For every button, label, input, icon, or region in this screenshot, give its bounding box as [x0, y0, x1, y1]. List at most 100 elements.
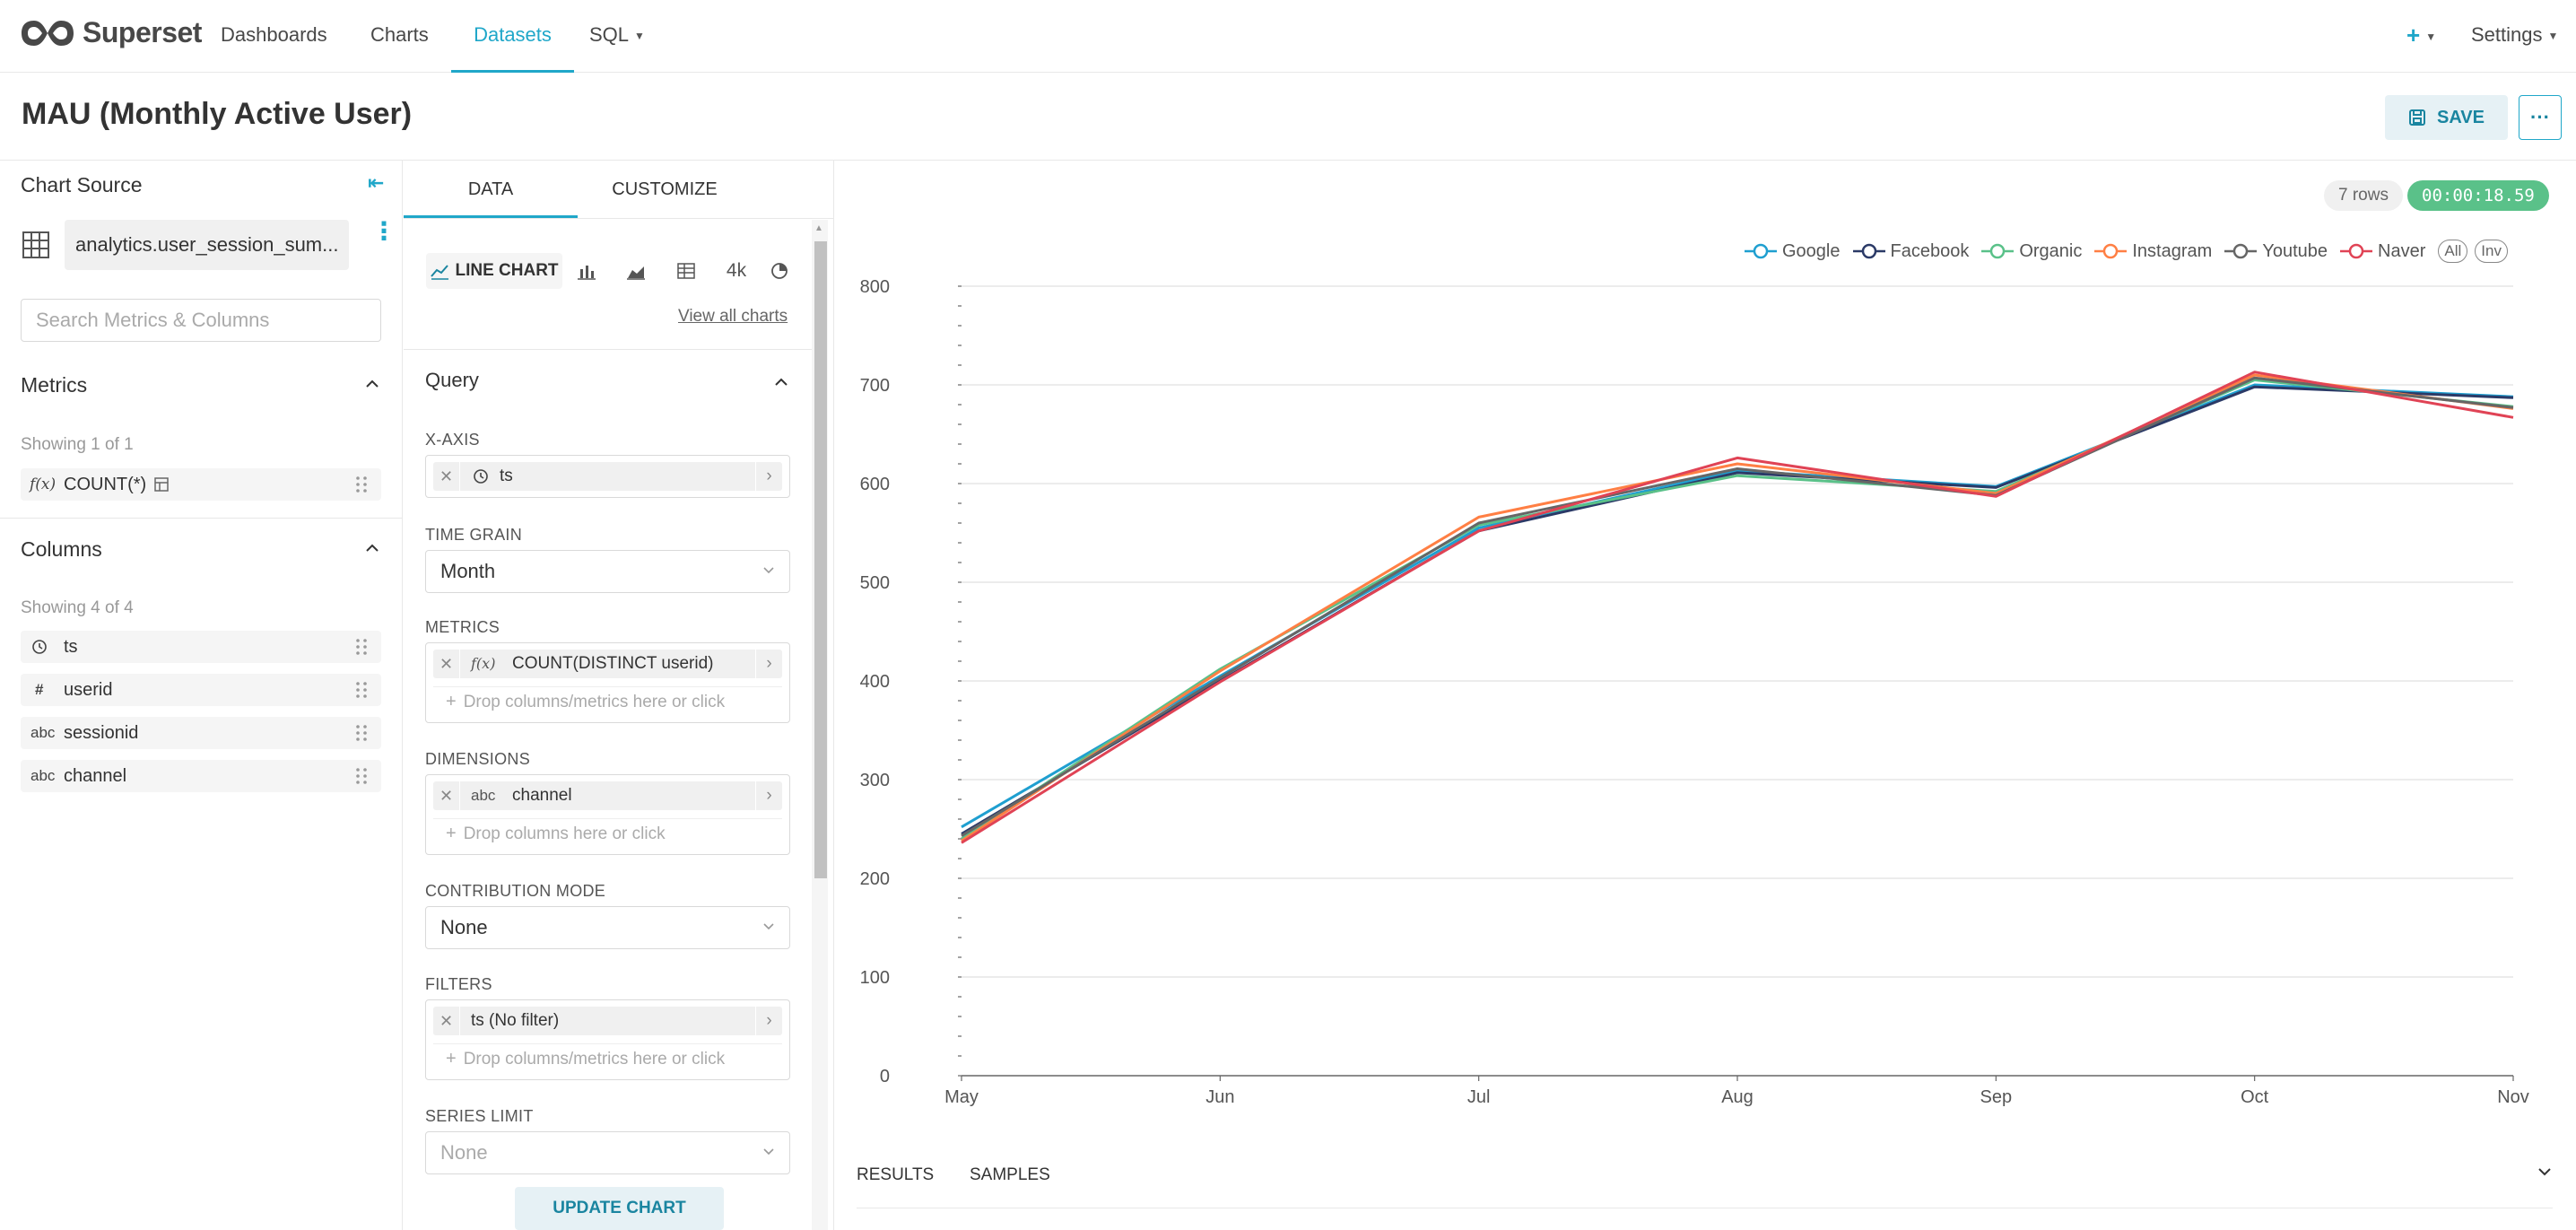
- search-metrics-input[interactable]: [21, 299, 381, 342]
- dataset-menu-icon[interactable]: ⋮: [371, 217, 396, 245]
- nav-charts[interactable]: Charts: [370, 23, 429, 46]
- plus-icon: +: [446, 1049, 457, 1069]
- tab-results[interactable]: RESULTS: [857, 1165, 935, 1184]
- drag-handle-icon[interactable]: [355, 724, 368, 742]
- legend-marker-icon: [2340, 243, 2372, 259]
- columns-count: Showing 4 of 4: [21, 598, 134, 617]
- legend-marker-icon: [2224, 243, 2258, 259]
- chevron-down-icon[interactable]: [2537, 1165, 2553, 1178]
- y-tick-label: 800: [860, 277, 890, 297]
- columns-section-title[interactable]: Columns: [21, 537, 102, 561]
- remove-icon[interactable]: ✕: [433, 462, 460, 491]
- query-section-title[interactable]: Query: [425, 369, 479, 391]
- time-grain-select[interactable]: Month: [425, 550, 790, 593]
- brand-name: Superset: [83, 16, 202, 48]
- chart-source-title: Chart Source: [21, 173, 143, 196]
- row-count-badge: 7 rows: [2324, 180, 2403, 211]
- legend-item-naver[interactable]: Naver: [2340, 241, 2425, 262]
- page-title[interactable]: MAU (Monthly Active User): [22, 97, 413, 131]
- column-item-sessionid[interactable]: abc sessionid: [21, 717, 381, 749]
- viz-big-number[interactable]: 4k: [726, 260, 747, 281]
- legend-item-google[interactable]: Google: [1745, 241, 1841, 262]
- chevron-right-icon[interactable]: ›: [755, 781, 782, 810]
- remove-icon[interactable]: ✕: [433, 650, 460, 678]
- clock-icon: [474, 469, 488, 484]
- viz-pie-chart[interactable]: [761, 253, 797, 289]
- clock-icon: [32, 640, 47, 654]
- metric-pill[interactable]: ✕ f(x) COUNT(DISTINCT userid) ›: [433, 650, 782, 678]
- dataset-name[interactable]: analytics.user_session_sum...: [65, 220, 349, 270]
- x-axis-label: X-AXIS: [425, 431, 480, 449]
- drop-columns-zone[interactable]: + Drop columns here or click: [446, 824, 666, 844]
- viz-line-chart[interactable]: LINE CHART: [426, 253, 562, 289]
- drag-handle-icon[interactable]: [355, 638, 368, 656]
- tab-data[interactable]: DATA: [404, 161, 578, 218]
- legend-item-organic[interactable]: Organic: [1981, 241, 2082, 262]
- drag-handle-icon[interactable]: [355, 681, 368, 699]
- series-line-naver: [961, 371, 2514, 844]
- contribution-mode-select[interactable]: None: [425, 906, 790, 949]
- superset-logo[interactable]: Superset: [20, 16, 202, 49]
- settings-menu[interactable]: Settings ▼: [2471, 0, 2558, 73]
- plus-icon: +: [446, 692, 457, 711]
- x-tick-label: May: [944, 1087, 979, 1107]
- numeric-icon: #: [35, 681, 44, 698]
- more-options-button[interactable]: ···: [2519, 95, 2562, 140]
- chevron-right-icon[interactable]: ›: [755, 462, 782, 491]
- series-line-organic: [961, 379, 2514, 841]
- column-item-channel[interactable]: abc channel: [21, 760, 381, 792]
- scroll-up-icon[interactable]: ▲: [814, 223, 823, 233]
- chevron-right-icon[interactable]: ›: [755, 1007, 782, 1035]
- viz-table[interactable]: [661, 253, 711, 289]
- chevron-up-icon[interactable]: [773, 374, 789, 390]
- y-tick-label: 700: [860, 376, 890, 396]
- scrollbar-thumb[interactable]: [814, 241, 827, 878]
- nav-datasets[interactable]: Datasets: [451, 0, 574, 73]
- drag-handle-icon[interactable]: [355, 475, 368, 493]
- line-chart-icon: [431, 265, 449, 280]
- column-item-ts[interactable]: ts: [21, 631, 381, 663]
- nav-dashboards[interactable]: Dashboards: [221, 23, 327, 46]
- legend-item-youtube[interactable]: Youtube: [2224, 241, 2328, 262]
- drag-handle-icon[interactable]: [355, 767, 368, 785]
- collapse-panel-icon[interactable]: ⇤: [368, 171, 385, 194]
- function-icon: f(x): [471, 655, 496, 672]
- column-label: sessionid: [64, 723, 139, 743]
- update-chart-button[interactable]: UPDATE CHART: [515, 1187, 724, 1230]
- dimensions-label: DIMENSIONS: [425, 750, 531, 768]
- tab-divider: [404, 218, 833, 219]
- metrics-section-title[interactable]: Metrics: [21, 373, 88, 397]
- chevron-up-icon[interactable]: [364, 376, 380, 392]
- save-button[interactable]: SAVE: [2385, 95, 2508, 140]
- dimension-pill[interactable]: ✕ abc channel ›: [433, 781, 782, 810]
- legend-all-button[interactable]: All: [2438, 240, 2468, 263]
- series-limit-select[interactable]: None: [425, 1131, 790, 1174]
- remove-icon[interactable]: ✕: [433, 781, 460, 810]
- drop-filters-zone[interactable]: + Drop columns/metrics here or click: [446, 1049, 725, 1069]
- chevron-up-icon[interactable]: [364, 540, 380, 556]
- tab-samples[interactable]: SAMPLES: [970, 1165, 1050, 1184]
- viz-area-chart[interactable]: [611, 253, 661, 289]
- column-item-userid[interactable]: # userid: [21, 674, 381, 706]
- view-all-charts-link[interactable]: View all charts: [678, 307, 788, 326]
- legend-item-instagram[interactable]: Instagram: [2094, 241, 2212, 262]
- metric-item[interactable]: f(x) COUNT(*): [21, 468, 381, 501]
- chevron-right-icon[interactable]: ›: [755, 650, 782, 678]
- y-tick-label: 600: [860, 475, 890, 494]
- plus-icon: +: [446, 824, 457, 843]
- x-axis-pill[interactable]: ✕ ts ›: [433, 462, 782, 491]
- nav-sql[interactable]: SQL ▼: [589, 0, 645, 73]
- y-tick-label: 200: [860, 869, 890, 889]
- legend-item-facebook[interactable]: Facebook: [1852, 241, 1969, 262]
- drop-metrics-zone[interactable]: + Drop columns/metrics here or click: [446, 692, 725, 712]
- chart-container: 7 rows 00:00:18.59 0 100 200 300 400 500 600 70…: [835, 161, 2576, 1230]
- query-time-badge: 00:00:18.59: [2407, 180, 2549, 211]
- new-item-menu[interactable]: + ▼: [2406, 0, 2436, 73]
- tab-customize[interactable]: CUSTOMIZE: [612, 179, 718, 199]
- viz-bar-chart[interactable]: [562, 253, 611, 289]
- legend-inv-button[interactable]: Inv: [2475, 240, 2508, 263]
- remove-icon[interactable]: ✕: [433, 1007, 460, 1035]
- legend-marker-icon: [2094, 243, 2128, 259]
- line-chart: 0 100 200 300 400 500 600 700 800 May Jun Jul Aug Sep…: [860, 277, 2529, 1107]
- filter-pill[interactable]: ✕ ts (No filter) ›: [433, 1007, 782, 1035]
